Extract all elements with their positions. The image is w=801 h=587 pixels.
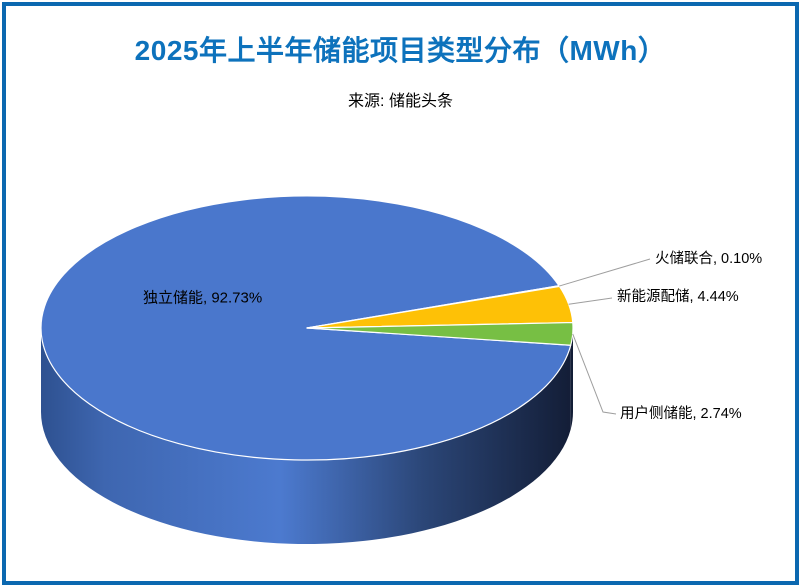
leader-line-2 bbox=[568, 297, 613, 305]
label-huochu-lianhe: 火储联合, 0.10% bbox=[655, 250, 762, 267]
leader-line-1 bbox=[559, 258, 651, 287]
pie-side-wall-3 bbox=[570, 328, 573, 430]
pie-slice-0 bbox=[40, 195, 572, 461]
chart-source-subtitle: 来源: 储能头条 bbox=[348, 93, 453, 110]
label-duli-chuneng: 独立储能, 92.73% bbox=[143, 290, 262, 307]
pie-side-wall-0 bbox=[41, 328, 571, 544]
pie-side-walls bbox=[41, 328, 573, 544]
data-labels: 独立储能, 92.73% 火储联合, 0.10% 新能源配储, 4.44% 用户… bbox=[143, 250, 762, 422]
pie-slice-3 bbox=[306, 321, 574, 346]
pie-slices bbox=[40, 195, 574, 461]
label-yonghuce-chuneng: 用户侧储能, 2.74% bbox=[620, 405, 742, 422]
chart-title: 2025年上半年储能项目类型分布（MWh） bbox=[134, 35, 667, 66]
leader-lines bbox=[559, 258, 651, 415]
leader-line-3 bbox=[572, 333, 617, 415]
label-xinnengyuan-peichu: 新能源配储, 4.44% bbox=[617, 288, 739, 305]
